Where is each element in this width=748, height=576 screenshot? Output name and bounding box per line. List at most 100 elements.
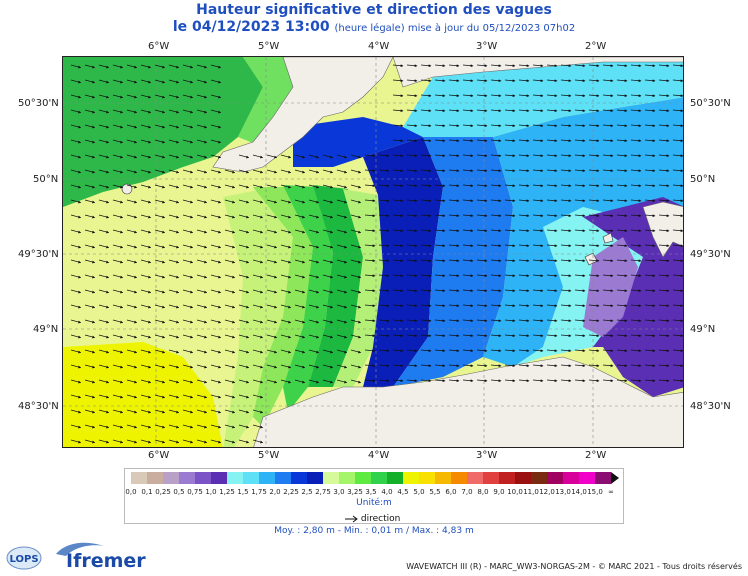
direction-arrow <box>182 199 194 204</box>
direction-arrow <box>476 349 488 353</box>
direction-arrow <box>210 199 222 204</box>
wave-zone-yellowgreen <box>223 187 293 447</box>
direction-arrow <box>308 274 320 279</box>
direction-arrow <box>252 349 264 354</box>
direction-arrow <box>644 139 656 143</box>
direction-arrow <box>392 109 404 113</box>
direction-arrow <box>392 64 404 68</box>
direction-arrow <box>420 64 432 68</box>
direction-arrow <box>378 259 390 263</box>
direction-arrow <box>154 169 166 174</box>
ifremer-logo-icon <box>56 542 104 556</box>
direction-arrow <box>196 319 208 324</box>
direction-arrow <box>378 274 390 278</box>
update-note: (heure légale) mise à jour du 05/12/2023… <box>334 23 576 34</box>
direction-arrow <box>210 439 222 444</box>
direction-arrow <box>588 94 600 98</box>
direction-arrow <box>98 124 110 129</box>
direction-arrow <box>112 304 124 309</box>
direction-arrow <box>70 289 82 294</box>
direction-arrow <box>490 364 502 368</box>
direction-arrow <box>448 124 460 128</box>
direction-arrow <box>364 289 376 293</box>
direction-arrow <box>70 124 82 129</box>
legend-swatch <box>355 472 371 484</box>
direction-arrow <box>560 379 572 383</box>
direction-arrow <box>126 274 138 279</box>
direction-arrow <box>476 319 488 323</box>
direction-arrow <box>154 349 166 354</box>
direction-arrow <box>168 214 180 219</box>
direction-arrow <box>182 79 194 84</box>
legend-label: 0,25 <box>155 488 171 496</box>
direction-arrow <box>476 214 488 218</box>
direction-arrow <box>406 259 418 263</box>
direction-arrow <box>182 184 194 189</box>
direction-arrow <box>168 154 180 159</box>
direction-arrow <box>616 214 628 218</box>
direction-arrow <box>210 349 222 354</box>
direction-arrow <box>280 334 292 339</box>
legend-swatch <box>195 472 211 484</box>
direction-arrow <box>112 274 124 279</box>
direction-arrow <box>238 379 250 384</box>
direction-arrow <box>476 124 488 128</box>
direction-arrow <box>658 184 670 188</box>
direction-arrow <box>224 259 236 264</box>
direction-arrow <box>70 394 82 399</box>
direction-arrow <box>658 214 670 218</box>
direction-arrow <box>406 244 418 248</box>
direction-arrow <box>210 124 222 129</box>
direction-arrow <box>238 364 250 369</box>
direction-arrow <box>210 169 222 174</box>
direction-arrow <box>84 199 96 204</box>
direction-arrow <box>238 154 250 159</box>
direction-arrow <box>462 214 474 218</box>
direction-arrow <box>630 334 642 338</box>
direction-arrow <box>630 364 642 368</box>
direction-arrow <box>434 274 446 278</box>
direction-arrow <box>196 409 208 414</box>
wave-height-map[interactable] <box>62 56 684 448</box>
direction-arrow <box>378 184 390 188</box>
legend-swatch <box>243 472 259 484</box>
direction-arrow <box>490 124 502 128</box>
direction-arrow <box>546 274 558 278</box>
direction-arrow <box>98 304 110 309</box>
direction-arrow <box>476 364 488 368</box>
direction-arrow <box>98 214 110 219</box>
direction-arrow <box>364 379 376 383</box>
legend-label: 2,25 <box>283 488 299 496</box>
direction-arrow <box>630 289 642 293</box>
direction-arrow <box>238 304 250 309</box>
direction-arrow <box>518 124 530 128</box>
direction-arrow <box>490 289 502 293</box>
direction-arrow <box>532 124 544 128</box>
direction-arrow <box>420 154 432 158</box>
lat-label-left-49: 49°N <box>33 324 59 335</box>
direction-arrow <box>630 94 642 98</box>
direction-arrow <box>616 109 628 113</box>
direction-arrow <box>210 259 222 264</box>
legend-label: 0,75 <box>187 488 203 496</box>
direction-arrow <box>392 184 404 188</box>
direction-arrow <box>462 64 474 68</box>
direction-arrow <box>462 139 474 143</box>
direction-arrow <box>616 319 628 323</box>
direction-arrow <box>70 274 82 279</box>
direction-arrow <box>364 154 376 158</box>
direction-arrow <box>644 79 656 83</box>
direction-arrow <box>210 109 222 114</box>
direction-arrow <box>532 94 544 98</box>
direction-arrow <box>266 289 278 294</box>
direction-arrow <box>252 199 264 204</box>
direction-arrow <box>98 289 110 294</box>
direction-arrow <box>238 259 250 264</box>
direction-arrow <box>532 364 544 368</box>
legend-label: 7,0 <box>461 488 473 496</box>
direction-arrow <box>504 229 516 233</box>
direction-arrow <box>168 169 180 174</box>
direction-arrow <box>588 319 600 323</box>
direction-arrow <box>84 139 96 144</box>
direction-arrow <box>658 364 670 368</box>
